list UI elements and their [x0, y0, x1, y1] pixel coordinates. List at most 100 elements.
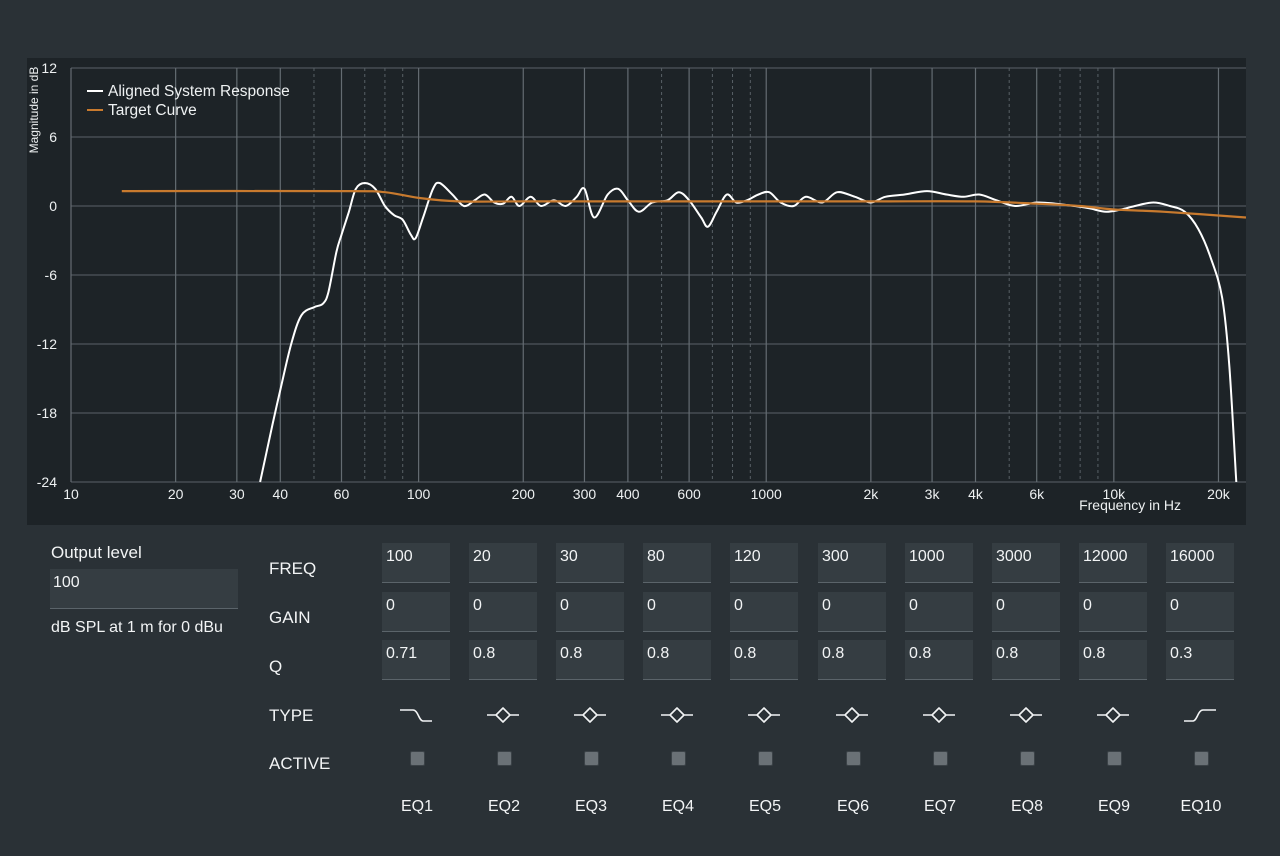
y-tick-label: -18: [37, 405, 57, 421]
eq-active-checkbox[interactable]: [1194, 751, 1209, 766]
peak-filter-icon[interactable]: [573, 703, 607, 727]
x-tick-label: 40: [272, 486, 288, 502]
x-tick-label: 1000: [751, 486, 782, 502]
eq-q-input[interactable]: [992, 640, 1060, 680]
x-tick-label: 6k: [1029, 486, 1045, 502]
eq-gain-input[interactable]: [382, 592, 450, 632]
highpass-filter-icon[interactable]: [399, 703, 433, 727]
eq-band-label: EQ8: [1010, 798, 1043, 815]
eq-band-label: EQ2: [487, 798, 520, 815]
eq-freq-input[interactable]: [992, 543, 1060, 583]
eq-gain-input[interactable]: [1079, 592, 1147, 632]
x-tick-label: 60: [334, 486, 350, 502]
eq-freq-input[interactable]: [818, 543, 886, 583]
q-row-label: Q: [269, 657, 283, 676]
x-tick-label: 3k: [925, 486, 941, 502]
y-tick-label: -24: [37, 474, 57, 490]
peak-filter-icon[interactable]: [660, 703, 694, 727]
eq-freq-input[interactable]: [643, 543, 711, 583]
eq-q-input[interactable]: [643, 640, 711, 680]
legend-label: Target Curve: [108, 102, 197, 119]
eq-q-input[interactable]: [905, 640, 973, 680]
peak-filter-icon[interactable]: [1096, 703, 1130, 727]
y-tick-label: -6: [45, 267, 58, 283]
eq-freq-input[interactable]: [730, 543, 798, 583]
eq-gain-input[interactable]: [730, 592, 798, 632]
eq-active-checkbox[interactable]: [497, 751, 512, 766]
eq-gain-input[interactable]: [992, 592, 1060, 632]
target-curve-line: [121, 189, 1246, 219]
eq-freq-input[interactable]: [1166, 543, 1234, 583]
legend-label: Aligned System Response: [108, 83, 290, 100]
eq-q-input[interactable]: [382, 640, 450, 680]
peak-filter-icon[interactable]: [747, 703, 781, 727]
x-tick-label: 400: [616, 486, 640, 502]
eq-active-checkbox[interactable]: [410, 751, 425, 766]
eq-gain-input[interactable]: [1166, 592, 1234, 632]
output-level-unit: dB SPL at 1 m for 0 dBu: [51, 619, 223, 636]
peak-filter-icon[interactable]: [922, 703, 956, 727]
freq-row-label: FREQ: [269, 559, 317, 578]
peak-filter-icon[interactable]: [835, 703, 869, 727]
eq-band-label: EQ5: [748, 798, 781, 815]
output-level-section: Output level dB SPL at 1 m for 0 dBu: [50, 543, 240, 637]
output-level-label: Output level: [51, 543, 142, 562]
x-tick-label: 600: [677, 486, 701, 502]
eq-band-label: EQ9: [1097, 798, 1130, 815]
eq-active-checkbox[interactable]: [584, 751, 599, 766]
eq-q-input[interactable]: [1166, 640, 1234, 680]
x-tick-label: 4k: [968, 486, 984, 502]
eq-freq-input[interactable]: [382, 543, 450, 583]
x-tick-label: 20k: [1207, 486, 1231, 502]
x-tick-label: 20: [168, 486, 184, 502]
y-axis-title: Magnitude in dB: [27, 67, 41, 154]
y-tick-label: 0: [49, 198, 57, 214]
eq-gain-input[interactable]: [643, 592, 711, 632]
frequency-response-chart: 12 6 0 -6 -12 -18 -24 10 20 30 40 60 100 200 300 400 600…: [27, 58, 1246, 525]
lowpass-filter-icon[interactable]: [1183, 703, 1217, 727]
gain-row-label: GAIN: [269, 608, 311, 627]
eq-q-input[interactable]: [730, 640, 798, 680]
eq-active-checkbox[interactable]: [1107, 751, 1122, 766]
eq-gain-input[interactable]: [818, 592, 886, 632]
type-row-label: TYPE: [269, 706, 314, 725]
aligned-response-line: [259, 181, 1238, 483]
x-tick-label: 300: [573, 486, 597, 502]
eq-band-label: EQ10: [1180, 798, 1222, 815]
peak-filter-icon[interactable]: [486, 703, 520, 727]
eq-band-label: EQ6: [836, 798, 869, 815]
eq-freq-input[interactable]: [905, 543, 973, 583]
x-tick-label: 200: [512, 486, 536, 502]
eq-band-label: EQ1: [400, 798, 433, 815]
eq-band-label: EQ7: [923, 798, 956, 815]
eq-band-label: EQ4: [661, 798, 694, 815]
x-tick-label: 30: [229, 486, 245, 502]
eq-q-input[interactable]: [556, 640, 624, 680]
y-tick-label: 6: [49, 129, 57, 145]
y-tick-label: 12: [41, 60, 57, 76]
x-tick-label: 10: [63, 486, 79, 502]
eq-freq-input[interactable]: [556, 543, 624, 583]
x-tick-label: 10k: [1103, 486, 1127, 502]
active-row-label: ACTIVE: [269, 754, 331, 773]
output-level-input[interactable]: [50, 569, 238, 609]
eq-q-input[interactable]: [469, 640, 537, 680]
eq-q-input[interactable]: [818, 640, 886, 680]
eq-active-checkbox[interactable]: [758, 751, 773, 766]
eq-gain-input[interactable]: [556, 592, 624, 632]
x-axis-title: Frequency in Hz: [1079, 497, 1181, 513]
y-tick-label: -12: [37, 336, 57, 352]
eq-active-checkbox[interactable]: [846, 751, 861, 766]
eq-gain-input[interactable]: [905, 592, 973, 632]
x-tick-label: 2k: [863, 486, 879, 502]
eq-band-label: EQ3: [574, 798, 607, 815]
eq-gain-input[interactable]: [469, 592, 537, 632]
eq-active-checkbox[interactable]: [1020, 751, 1035, 766]
eq-q-input[interactable]: [1079, 640, 1147, 680]
eq-active-checkbox[interactable]: [671, 751, 686, 766]
peak-filter-icon[interactable]: [1009, 703, 1043, 727]
eq-freq-input[interactable]: [1079, 543, 1147, 583]
eq-active-checkbox[interactable]: [933, 751, 948, 766]
eq-freq-input[interactable]: [469, 543, 537, 583]
